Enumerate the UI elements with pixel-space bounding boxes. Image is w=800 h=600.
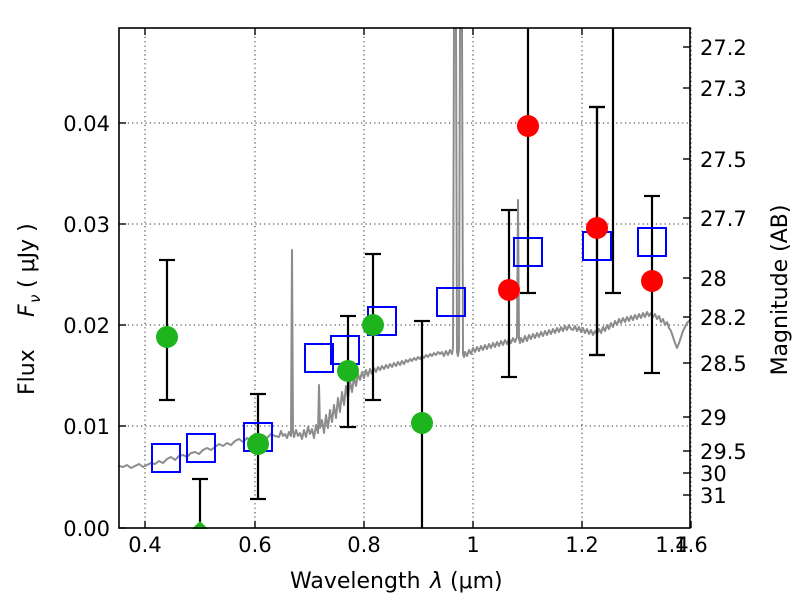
green-point-2 xyxy=(247,433,269,455)
green-point-0 xyxy=(156,326,178,348)
error-bars xyxy=(159,28,660,528)
model-square-6 xyxy=(436,287,466,317)
grid-horizontal-flux xyxy=(119,122,690,529)
y-tick-labels-left: 0.00 0.01 0.02 0.03 0.04 xyxy=(63,112,110,541)
y-ticklabel-3: 0.03 xyxy=(63,213,110,237)
mag-ticklabel-2: 27.5 xyxy=(700,148,747,172)
mag-ticklabel-5: 28.2 xyxy=(700,306,747,330)
y-tickmarks-right xyxy=(683,46,690,496)
model-spectrum-curve xyxy=(118,27,691,469)
y-ticklabel-4: 0.04 xyxy=(63,112,110,136)
mag-ticklabel-1: 27.3 xyxy=(700,77,747,101)
mag-ticklabel-8: 29.5 xyxy=(700,440,747,464)
model-square-4 xyxy=(330,335,360,365)
observed-red-markers xyxy=(498,115,663,301)
y-ticklabel-1: 0.01 xyxy=(63,415,110,439)
green-upper-limit-triangle xyxy=(192,521,208,529)
model-square-3 xyxy=(304,343,334,373)
x-tick-labels-right: 1.6 xyxy=(674,533,707,557)
red-point-3 xyxy=(641,270,663,292)
y-axis-label-flux: Flux xyxy=(15,349,40,395)
x-ticklabel-16: 1.6 xyxy=(674,533,707,557)
mag-ticklabel-6: 28.5 xyxy=(700,352,747,376)
mag-ticklabel-10: 31 xyxy=(700,484,727,508)
y-axis-label-nu: ν xyxy=(26,295,44,303)
x-ticklabel-2: 0.8 xyxy=(347,533,380,557)
x-axis-label-main: Wavelength xyxy=(290,569,421,594)
red-point-0 xyxy=(498,279,520,301)
x-axis-label-units: (μm) xyxy=(450,569,503,594)
green-point-4 xyxy=(362,314,384,336)
mag-ticklabel-9: 30 xyxy=(700,462,727,486)
mag-ticklabel-0: 27.2 xyxy=(700,36,747,60)
y-ticklabel-0: 0.00 xyxy=(63,517,110,541)
plot-frame xyxy=(118,27,691,529)
y-tick-labels-right: 27.2 27.3 27.5 27.7 28 28.2 28.5 29 29.5… xyxy=(700,36,747,508)
y-axis-label-f: F xyxy=(15,304,40,317)
y-axis-label-right: Magnitude (AB) xyxy=(768,205,793,376)
mag-ticklabel-7: 29 xyxy=(700,406,727,430)
model-square-0 xyxy=(151,443,181,473)
green-point-5 xyxy=(411,412,433,434)
x-ticklabel-4: 1.2 xyxy=(565,533,598,557)
x-ticklabel-3: 1 xyxy=(466,533,479,557)
y-axis-label-units: ( μJy ) xyxy=(15,223,40,288)
model-photometry-markers xyxy=(151,227,667,473)
model-square-1 xyxy=(186,433,216,463)
mag-ticklabel-4: 28 xyxy=(700,267,727,291)
green-point-3 xyxy=(337,360,359,382)
error-bar-1255 xyxy=(520,28,536,295)
x-axis-label-lambda: λ xyxy=(429,569,443,594)
x-tick-labels: 0.4 0.6 0.8 1 1.2 1.4 1.6 xyxy=(128,533,688,557)
y-tickmarks-left xyxy=(119,122,126,529)
red-point-1 xyxy=(517,115,539,137)
observed-green-markers xyxy=(156,314,433,529)
x-ticklabel-5: 1.4 xyxy=(655,533,688,557)
red-point-2 xyxy=(586,217,608,239)
model-square-9 xyxy=(637,227,667,257)
x-ticklabel-0: 0.4 xyxy=(128,533,161,557)
grid-vertical xyxy=(144,28,692,528)
mag-ticklabel-3: 27.7 xyxy=(700,207,747,231)
model-square-7 xyxy=(513,237,543,267)
y-ticklabel-2: 0.02 xyxy=(63,314,110,338)
x-ticklabel-1: 0.6 xyxy=(238,533,271,557)
y-axis-label-magnitude: Magnitude (AB) xyxy=(768,205,793,376)
x-axis-label: Wavelength λ (μm) xyxy=(290,569,503,594)
y-axis-label-left: Flux F ν ( μJy ) xyxy=(15,223,44,395)
x-tickmarks xyxy=(144,28,692,528)
